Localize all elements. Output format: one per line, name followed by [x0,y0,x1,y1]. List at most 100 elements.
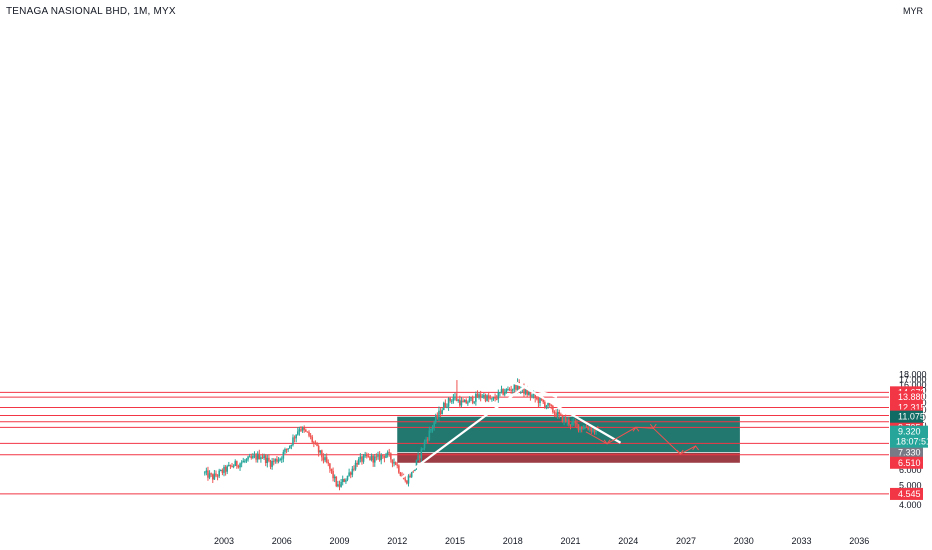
candle-body [205,470,208,473]
projection-arrowhead [632,426,640,432]
candle-body [290,444,293,446]
candle-body [510,389,512,391]
candle-body [468,398,471,403]
candle-body [226,466,229,472]
candle-body [455,396,458,401]
candle-body [571,421,573,426]
candle-body [487,395,490,399]
candle-body [476,394,479,398]
candle-body [370,455,373,461]
candle-body [327,461,330,464]
entry-tag: 7.330 [898,447,921,457]
candle-body [223,466,225,473]
candle-body [426,439,429,441]
level-tag: 4.545 [898,489,921,499]
y-tick-label: 5.000 [899,481,922,491]
candle-body [529,392,532,397]
candle-body [224,466,227,472]
candle-body [454,396,456,398]
candle-body [264,455,267,463]
candle-body [449,398,451,401]
candle-body [357,458,360,465]
candle-body [484,395,487,401]
y-tick-label: 18.000 [899,370,927,380]
candle-body [287,448,289,450]
candle-body [428,430,431,440]
candle-body [274,458,277,462]
candle-body [420,448,423,459]
x-tick-label: 2015 [445,536,465,546]
x-tick-label: 2030 [734,536,754,546]
candle-body [305,429,307,432]
candle-body [556,411,559,417]
candle-body [383,455,386,458]
candle-body [245,459,248,461]
candle-body [244,460,246,462]
candle-body [486,395,488,401]
candle-body [507,389,509,391]
candle-body [595,428,597,433]
projection-arrowhead [676,449,684,455]
candle-body [240,462,243,464]
time-axis-bg [0,528,932,550]
candle-body [564,417,567,422]
candle-body [314,442,317,444]
y-tick-label: 17.000 [899,375,927,385]
candle-body [409,475,411,477]
candle-body [348,472,350,476]
candle-body [232,465,235,467]
candle-body [417,455,419,460]
candle-body [237,465,240,468]
current-price-tag: 9.320 [898,427,921,437]
candle-body [547,402,549,406]
current-price-bg [890,425,928,448]
candle-body [542,399,545,403]
candle-body [552,405,554,413]
candle-body [271,460,273,467]
candle-body [404,479,407,481]
candle-body [364,454,366,456]
candle-body [545,405,548,407]
candle-body [335,476,338,487]
candle-body [242,460,245,463]
candle-body [436,415,439,418]
candle-body [584,426,586,429]
candle-body [208,473,211,478]
candle-body [495,398,498,400]
candle-body [515,384,517,390]
candle-body [311,436,314,443]
candle-body [438,410,440,418]
candle-body [279,458,281,461]
candle-body [253,455,256,457]
candle-body [566,419,569,422]
candle-body [494,397,496,399]
currency-label: MYR [903,6,924,16]
candle-body [280,458,283,460]
candle-body [540,397,543,400]
candle-body [239,463,241,468]
candle-body [410,469,413,477]
candle-body [277,460,280,462]
level-tag: 12.315 [898,403,926,413]
x-tick-label: 2018 [503,536,523,546]
candle-body [390,453,392,460]
candle-body [592,428,594,432]
candle-body [588,428,591,430]
stop-tag: 6.510 [898,458,921,468]
loss-zone [397,452,740,463]
x-tick-label: 2009 [329,536,349,546]
candle-body [369,456,371,461]
candle-body [228,464,230,467]
candle-body [365,454,368,457]
candle-body [415,459,418,468]
candle-body [399,472,402,476]
candle-body [268,457,270,461]
candle-body [590,428,593,432]
candle-body [418,455,421,459]
candle-body [439,410,442,415]
candle-body [465,399,468,404]
trendline [512,381,558,399]
candle-body [288,445,291,449]
x-tick-label: 2012 [387,536,407,546]
